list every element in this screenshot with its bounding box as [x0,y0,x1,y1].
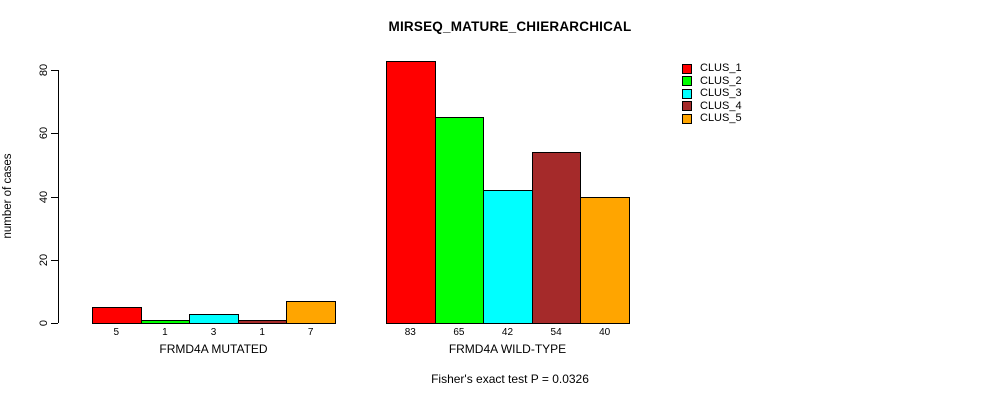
bar-value-label: 1 [162,327,168,338]
bar-value-label: 7 [307,327,314,338]
legend-item-clus_2: CLUS_2 [682,74,742,87]
y-tick-mark [51,196,58,198]
y-axis-label: number of cases [2,153,14,239]
bar-value-label: 83 [404,327,416,338]
legend-item-clus_1: CLUS_1 [682,63,742,74]
y-tick-label: 0 [38,319,50,327]
legend-label: CLUS_1 [700,62,742,74]
bar-clus_1-mutated [92,307,142,324]
chart-title: MIRSEQ_MATURE_CHIERARCHICAL [388,19,632,34]
bar-value-label: 1 [259,327,265,338]
legend-swatch [682,101,692,112]
y-tick-label: 20 [38,253,50,266]
y-tick-label: 80 [38,63,50,77]
bar-clus_2-wild-type [434,117,485,324]
bar-clus_1-wild-type [386,60,436,324]
legend-item-clus_3: CLUS_3 [682,88,742,99]
bar-value-label: 65 [453,327,465,338]
legend-label: CLUS_5 [700,112,742,125]
footer-note: Fisher's exact test P = 0.0326 [431,372,589,386]
legend-swatch [682,76,692,87]
bar-clus_5-wild-type [580,196,630,324]
legend-label: CLUS_3 [700,87,742,100]
legend-label: CLUS_4 [700,99,742,112]
bar-value-label: 42 [501,327,514,338]
legend-item-clus_4: CLUS_4 [682,99,742,112]
bar-clus_5-mutated [286,300,336,324]
bar-value-label: 5 [113,327,120,338]
bar-clus_3-wild-type [483,190,533,324]
bar-clus_3-mutated [189,313,239,324]
bar-value-label: 3 [210,327,217,338]
bar-clus_4-wild-type [531,152,582,324]
y-tick-mark [51,70,58,71]
y-tick-mark [51,133,58,135]
legend-label: CLUS_2 [700,74,742,87]
y-tick-label: 60 [38,127,50,140]
legend-item-clus_5: CLUS_5 [682,113,742,124]
y-tick-mark [51,323,58,324]
bar-value-label: 40 [599,327,611,338]
bar-clus_4-mutated [237,319,288,324]
y-tick-label: 40 [38,190,50,203]
bar-value-label: 54 [550,327,562,338]
legend-swatch [682,113,692,124]
x-group-label: FRMD4A MUTATED [159,342,268,356]
legend-swatch [682,88,692,99]
x-group-label: FRMD4A WILD-TYPE [448,342,567,356]
y-tick-mark [51,259,58,261]
y-axis-line [58,70,59,323]
bar-clus_2-mutated [140,319,191,324]
legend-swatch [682,63,692,74]
